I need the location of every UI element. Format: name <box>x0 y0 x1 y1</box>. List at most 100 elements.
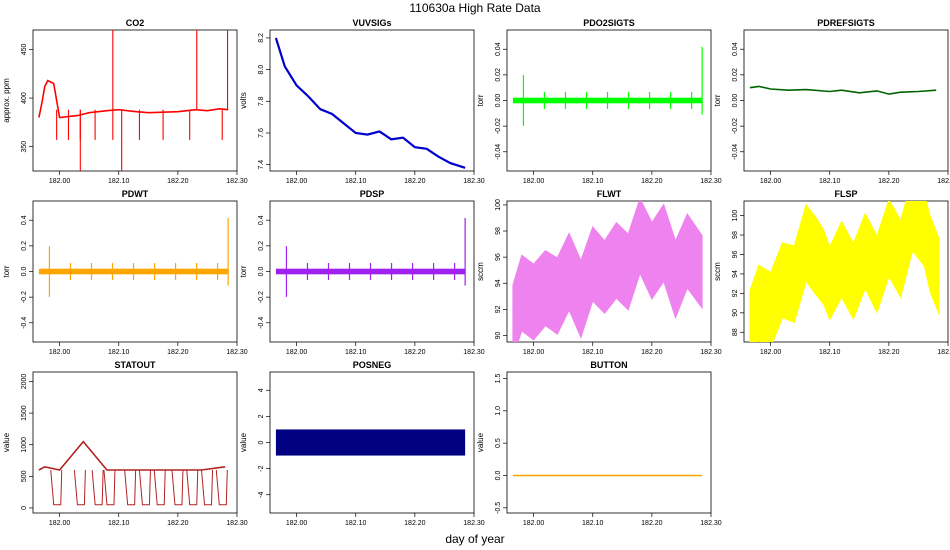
pdwt-ytick-label: 0.0 <box>21 267 28 277</box>
pdsp-ytick-label: 0.0 <box>258 267 265 277</box>
pdrefsigts-xtick-label: 182.00 <box>760 178 782 185</box>
pdrefsigts-frame <box>743 29 949 172</box>
pdo2sigts-ytick-label: -0.02 <box>495 118 502 134</box>
button-ytick-label: -0.5 <box>495 502 502 514</box>
flsp-ytick-label: 88 <box>732 328 739 336</box>
flsp-ytick-label: 98 <box>732 231 739 239</box>
flwt-xtick-label: 182.30 <box>700 349 722 356</box>
statout-xtick-label: 182.10 <box>108 520 130 527</box>
flsp-plot <box>749 201 940 342</box>
button-ytick-label: 0.5 <box>495 438 502 448</box>
button-ylabel: value <box>476 432 485 452</box>
panel-pdwt: PDWT torr 182.00 182.10 182.20 182.30 -0.4 -0.2… <box>2 189 248 356</box>
flsp-ytick-label: 92 <box>732 289 739 297</box>
statout-xtick-label: 182.20 <box>167 520 189 527</box>
posneg-band <box>275 429 466 456</box>
pdwt-ytick-label: 0.2 <box>21 241 28 251</box>
flwt-ytick-label: 90 <box>495 331 502 339</box>
pdsp-plot <box>275 217 466 297</box>
button-xtick-label: 182.20 <box>641 520 663 527</box>
pdo2sigts-xtick-label: 182.10 <box>582 178 604 185</box>
panel-flwt: FLWT sccm 182.00 182.10 182.20 182.30 90 92 94 96… <box>476 189 722 356</box>
co2-frame <box>32 29 238 172</box>
posneg-ytick-label: 0 <box>258 440 265 444</box>
pdo2sigts-ytick-label: 0.04 <box>495 42 502 56</box>
pdrefsigts-xtick-label: 182.20 <box>878 178 900 185</box>
pdsp-ytick-label: 0.4 <box>258 215 265 225</box>
vuvsigs-ylabel: volts <box>239 92 248 108</box>
statout-ytick-label: 2000 <box>21 374 28 390</box>
statout-pulse <box>124 469 137 506</box>
flwt-ytick-label: 98 <box>495 227 502 235</box>
vuvsigs-ytick-label: 7.8 <box>258 96 265 106</box>
statout-pulse <box>215 469 228 506</box>
co2-xtick-label: 182.20 <box>167 178 189 185</box>
statout-xtick-label: 182.30 <box>226 520 248 527</box>
panel-pdsp: PDSP torr 182.00 182.10 182.20 182.30 -0.4 -0.2… <box>239 189 485 356</box>
statout-ytick-label: 0 <box>21 506 28 510</box>
flsp-ytick-label: 90 <box>732 309 739 317</box>
flwt-ytick-label: 94 <box>495 279 502 287</box>
pdsp-xtick-label: 182.10 <box>345 349 367 356</box>
statout-ytick-label: 500 <box>21 470 28 482</box>
pdwt-ylabel: torr <box>2 265 11 277</box>
posneg-xtick-label: 182.30 <box>463 520 485 527</box>
pdsp-title: PDSP <box>360 189 385 199</box>
pdrefsigts-title: PDREFSIGTS <box>817 18 875 28</box>
pdo2sigts-ytick-label: 0.02 <box>495 68 502 82</box>
panel-statout: STATOUT value 182.00 182.10 182.20 182.30 0 500… <box>2 360 248 527</box>
vuvsigs-line <box>274 37 466 169</box>
panel-vuvsigs: VUVSIGs volts 182.00 182.10 182.20 182.30 7.4 7… <box>239 18 485 185</box>
statout-ytick-label: 1500 <box>21 405 28 421</box>
vuvsigs-xtick-label: 182.20 <box>404 178 426 185</box>
co2-ytick-label: 450 <box>21 44 28 56</box>
panel-pdrefsigts: PDREFSIGTS torr 182.00 182.10 182.20 182.30 -0… <box>713 18 950 185</box>
vuvsigs-title: VUVSIGs <box>352 18 391 28</box>
pdo2sigts-ylabel: torr <box>476 94 485 106</box>
flwt-ytick-label: 96 <box>495 253 502 261</box>
flsp-xtick-label: 182.10 <box>819 349 841 356</box>
statout-pulse <box>153 469 166 506</box>
flsp-ytick-label: 94 <box>732 270 739 278</box>
pdrefsigts-ytick-label: 0.04 <box>732 42 739 56</box>
posneg-xtick-label: 182.10 <box>345 520 367 527</box>
flwt-ytick-label: 100 <box>495 199 502 211</box>
pdwt-xtick-label: 182.10 <box>108 349 130 356</box>
co2-ytick-label: 350 <box>21 141 28 153</box>
flwt-frame <box>506 200 712 343</box>
statout-pulse <box>50 469 63 506</box>
pdwt-ytick-label: 0.4 <box>21 215 28 225</box>
statout-pulse <box>103 469 116 506</box>
pdo2sigts-xtick-label: 182.20 <box>641 178 663 185</box>
pdsp-ytick-label: 0.2 <box>258 241 265 251</box>
flwt-xtick-label: 182.20 <box>641 349 663 356</box>
flwt-plot <box>512 201 703 342</box>
button-xtick-label: 182.30 <box>700 520 722 527</box>
pdrefsigts-plot <box>749 85 937 95</box>
pdrefsigts-ytick-label: -0.04 <box>732 144 739 160</box>
button-title: BUTTON <box>590 360 627 370</box>
button-frame <box>506 371 712 514</box>
flwt-xtick-label: 182.00 <box>523 349 545 356</box>
pdo2sigts-title: PDO2SIGTS <box>583 18 635 28</box>
statout-pulse <box>201 469 214 506</box>
statout-ytick-label: 1000 <box>21 437 28 453</box>
panel-posneg: POSNEG value 182.00 182.10 182.20 182.30 -4 -2 0… <box>239 360 485 527</box>
flwt-ylabel: sccm <box>476 262 485 281</box>
flsp-frame <box>743 200 949 343</box>
posneg-ytick-label: 2 <box>258 414 265 418</box>
pdwt-ytick-label: -0.2 <box>21 291 28 303</box>
co2-plot <box>38 30 229 171</box>
co2-ylabel: approx. ppm <box>2 78 11 123</box>
co2-title: CO2 <box>126 18 145 28</box>
flwt-title: FLWT <box>597 189 622 199</box>
flsp-xtick-label: 182.30 <box>937 349 950 356</box>
co2-xtick-label: 182.00 <box>49 178 71 185</box>
pdwt-xtick-label: 182.30 <box>226 349 248 356</box>
button-ytick-label: 1.0 <box>495 406 502 416</box>
posneg-xtick-label: 182.20 <box>404 520 426 527</box>
button-xtick-label: 182.10 <box>582 520 604 527</box>
vuvsigs-ytick-label: 7.6 <box>258 128 265 138</box>
panel-flsp: FLSP sccm 182.00 182.10 182.20 182.30 88 90 92 94… <box>713 189 950 356</box>
statout-pulse <box>91 469 104 506</box>
